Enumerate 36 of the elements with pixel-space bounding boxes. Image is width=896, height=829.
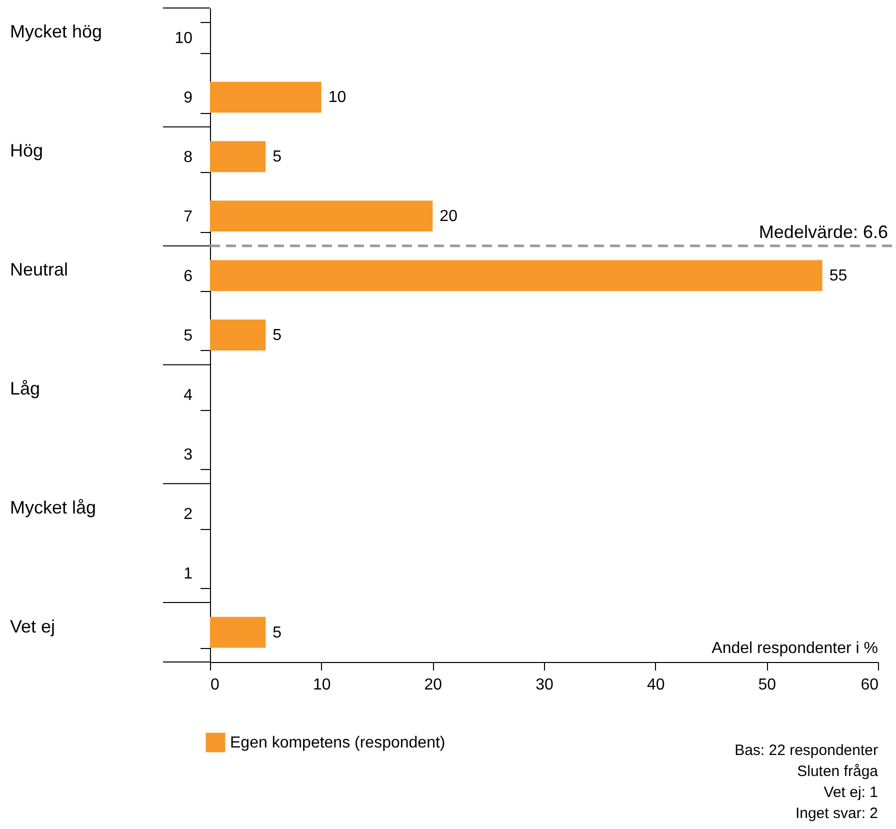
text: Vet ej	[10, 616, 56, 636]
x-axis-title: Andel respondenter i %	[712, 640, 878, 657]
y-tick-label: 3	[184, 446, 193, 464]
y-tick-label: 5	[184, 328, 193, 344]
x-tick-label: 0	[210, 676, 220, 694]
x-tick-label: 40	[646, 676, 665, 694]
y-tick-label: 9	[184, 90, 193, 107]
data-label: 20	[440, 208, 458, 226]
data-label: 5	[272, 148, 282, 166]
data-label: 10	[328, 89, 346, 106]
x-tick-label: 60	[860, 676, 879, 694]
x-tick-label: 50	[758, 676, 776, 694]
text: Hög	[10, 140, 44, 161]
y-tick-label: 2	[184, 506, 193, 523]
text: Mycket hög	[10, 22, 102, 42]
data-label: 5	[272, 624, 282, 642]
text: Låg	[10, 378, 40, 398]
text: Mycket låg	[10, 497, 96, 518]
text: Vet ej: 1	[824, 784, 878, 801]
x-tick-label: 10	[312, 676, 331, 694]
y-tick-label: 7	[184, 208, 193, 226]
data-label: 55	[829, 268, 848, 285]
y-tick-label: 8	[184, 149, 193, 166]
text: Bas: 22 respondenter	[734, 742, 878, 759]
x-tick-label: 30	[536, 676, 554, 694]
y-tick-label: 6	[184, 268, 193, 286]
y-tick-label: 1	[184, 565, 193, 582]
y-tick-label: 4	[184, 386, 193, 404]
x-tick-label: 20	[424, 676, 442, 694]
y-tick-label: 10	[174, 30, 193, 48]
text: Neutral	[10, 260, 68, 280]
text: Inget svar: 2	[795, 805, 878, 822]
legend-label: Egen kompetens (respondent)	[230, 734, 446, 752]
data-label: 5	[272, 327, 282, 344]
annotation: Medelvärde: 6.6	[758, 222, 888, 242]
text: Sluten fråga	[797, 763, 879, 780]
